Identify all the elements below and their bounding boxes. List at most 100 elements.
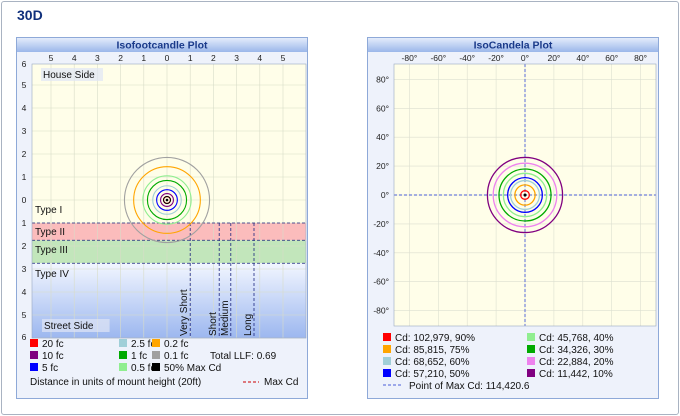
y-tick-label: 60° <box>376 103 389 113</box>
contour-1144210 <box>486 156 564 234</box>
distance-label: Long <box>243 314 254 336</box>
x-tick-label: 3 <box>234 53 239 63</box>
distance-label: Short <box>208 312 219 336</box>
legend-swatch <box>383 357 391 365</box>
y-tick-label: 6 <box>22 332 27 342</box>
legend-swatch <box>152 363 160 371</box>
x-tick-label: 1 <box>188 53 193 63</box>
y-tick-label: 1 <box>22 172 27 182</box>
total-llf: Total LLF: 0.69 <box>210 351 277 362</box>
plot-border <box>393 63 657 327</box>
max-cd-contour <box>163 196 171 204</box>
contour-5721050 <box>507 177 543 213</box>
region-label-bg <box>42 319 110 332</box>
x-tick-label: 4 <box>257 53 262 63</box>
y-tick-label: -20° <box>373 219 389 229</box>
legend-swatch <box>119 351 127 359</box>
legend-swatch <box>383 369 391 377</box>
chart-title: Isofootcandle Plot <box>116 40 208 52</box>
contour-2-5 <box>152 185 182 215</box>
legend-swatch <box>30 351 38 359</box>
x-tick-label: 0 <box>165 53 170 63</box>
x-tick-label: 20° <box>547 53 560 63</box>
x-tick-label: 80° <box>634 53 647 63</box>
x-tick-label: 2 <box>211 53 216 63</box>
legend-label: 20 fc <box>42 339 64 350</box>
legend-label: 5 fc <box>42 363 58 374</box>
y-tick-label: -80° <box>373 306 389 316</box>
y-tick-label: 4 <box>22 287 27 297</box>
isofootcandle-chart: Isofootcandle Plot Very Short Short Medium L… <box>16 37 308 399</box>
isocandela-chart: IsoCandela Plot -80° -60° -40° -20° 0° 20° 40° 6… <box>367 37 659 399</box>
max-point-marker <box>523 193 527 197</box>
legend-swatch <box>152 351 160 359</box>
y-tick-label: 3 <box>22 264 27 274</box>
contour-0-5 <box>142 175 192 225</box>
y-tick-label: 3 <box>22 126 27 136</box>
contour-2288420 <box>492 162 558 228</box>
legend-label: Cd: 85,815, 75% <box>395 345 470 356</box>
x-tick-label: -20° <box>488 53 504 63</box>
y-tick-label: 2 <box>22 149 27 159</box>
y-tick-label: 0 <box>22 195 27 205</box>
y-tick-label: 5 <box>22 80 27 90</box>
x-tick-label: -40° <box>459 53 475 63</box>
x-tick-label: 60° <box>605 53 618 63</box>
y-tick-label: 4 <box>22 103 27 113</box>
y-tick-label: 80° <box>376 74 389 84</box>
legend-label: Cd: 102,979, 90% <box>395 333 475 344</box>
chart-header <box>368 38 658 52</box>
contour-4576840 <box>502 172 548 218</box>
y-tick-label: 20° <box>376 161 389 171</box>
legend-label: 2.5 fc <box>131 339 155 350</box>
legend-label: Cd: 45,768, 40% <box>539 333 614 344</box>
legend-label: 1 fc <box>131 351 147 362</box>
max-point-marker <box>165 198 169 202</box>
max-cd-legend-label: Max Cd <box>264 377 298 388</box>
legend-swatch <box>527 357 535 365</box>
x-tick-label: 4 <box>72 53 77 63</box>
contour-0-2 <box>133 166 201 234</box>
y-tick-label: 2 <box>22 241 27 251</box>
legend-label: 50% Max Cd <box>164 363 221 374</box>
x-tick-label: 0° <box>521 53 529 63</box>
max-point-legend-label: Point of Max Cd: 114,420.6 <box>409 381 530 392</box>
legend-swatch <box>527 333 535 341</box>
legend-label: 0.1 fc <box>164 351 188 362</box>
legend-label: Cd: 57,210, 50% <box>395 369 470 380</box>
x-tick-label: -80° <box>402 53 418 63</box>
region-label: Street Side <box>44 321 94 332</box>
contour-5 <box>156 189 178 211</box>
region-type-ii <box>32 223 306 241</box>
legend-swatch <box>152 339 160 347</box>
legend-swatch <box>383 333 391 341</box>
y-tick-label: -60° <box>373 277 389 287</box>
distance-note: Distance in units of mount height (20ft) <box>30 377 201 388</box>
legend-label: Cd: 22,884, 20% <box>539 357 614 368</box>
legend-label: 0.5 fc <box>131 363 155 374</box>
x-tick-label: 5 <box>281 53 286 63</box>
distance-label: Medium <box>220 300 231 336</box>
region-label: Type IV <box>35 269 69 280</box>
contour-10 <box>160 193 174 207</box>
legend-swatch <box>119 339 127 347</box>
region-label: Type I <box>35 205 62 216</box>
y-tick-label: 40° <box>376 132 389 142</box>
contour-0-1 <box>123 156 211 244</box>
region-label-bg <box>41 68 103 81</box>
region-label: Type III <box>35 245 68 256</box>
contour-10297990 <box>520 190 530 200</box>
x-tick-label: 5 <box>49 53 54 63</box>
legend-label: 10 fc <box>42 351 64 362</box>
x-tick-label: 2 <box>118 53 123 63</box>
x-tick-label: 40° <box>576 53 589 63</box>
legend-label: Cd: 34,326, 30% <box>539 345 614 356</box>
page-title: 30D <box>17 7 43 23</box>
distance-label: Very Short <box>179 289 190 336</box>
region-label: Type II <box>35 227 65 238</box>
contour-8581575 <box>514 184 536 206</box>
chart-header <box>17 38 307 52</box>
y-tick-label: 5 <box>22 310 27 320</box>
contour-1 <box>146 179 188 221</box>
legend-label: Cd: 11,442, 10% <box>539 369 613 380</box>
